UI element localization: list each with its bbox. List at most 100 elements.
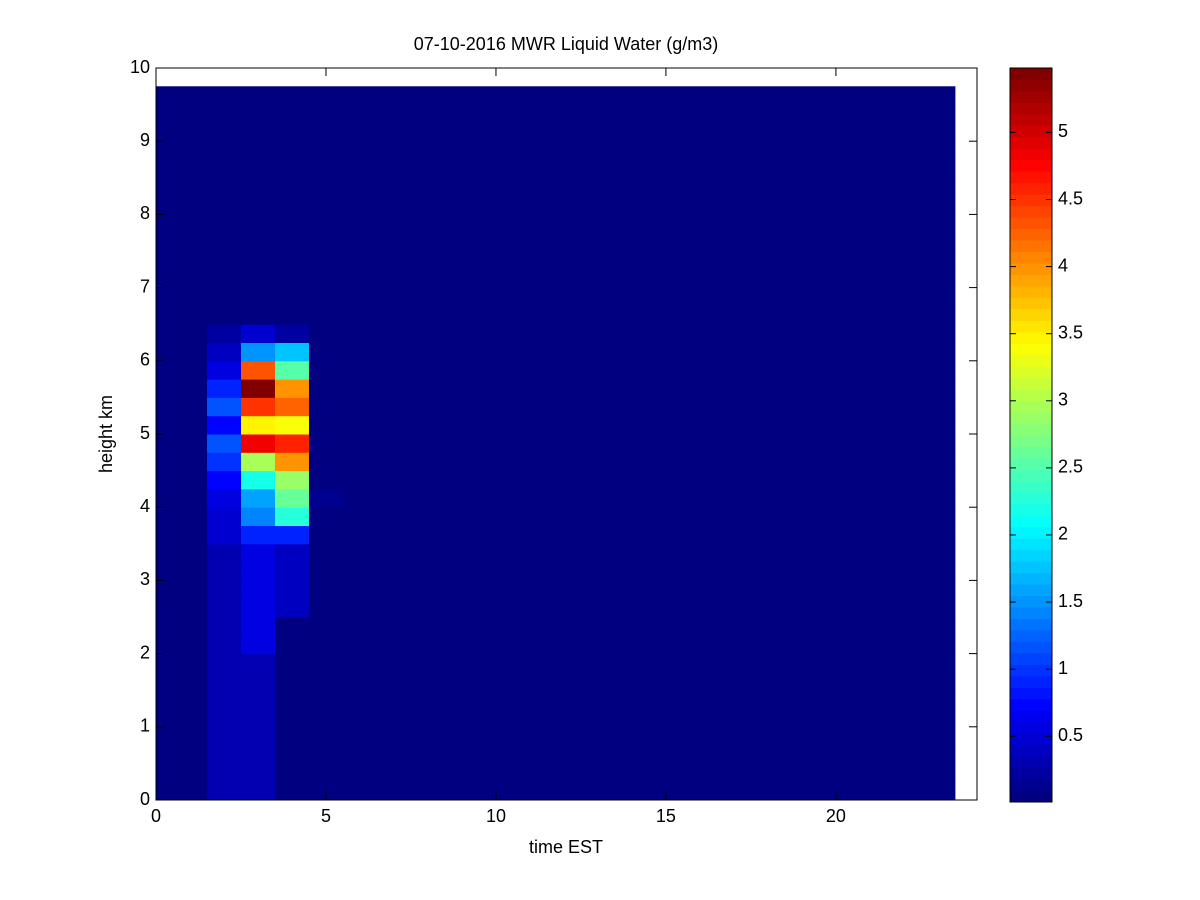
cell <box>156 159 174 179</box>
cell <box>920 617 956 636</box>
cell <box>886 470 922 490</box>
cell <box>818 708 854 728</box>
cell <box>580 434 616 453</box>
colorbar-swatch <box>1010 549 1052 562</box>
colorbar-tick-label: 0.5 <box>1058 725 1083 745</box>
cell <box>376 177 412 197</box>
cell <box>342 488 378 508</box>
cell <box>852 305 888 325</box>
cell <box>818 287 854 307</box>
cell <box>206 562 242 581</box>
cell <box>342 580 378 600</box>
cell <box>172 305 208 325</box>
colorbar-swatch <box>1010 457 1052 470</box>
y-axis-label: height km <box>96 395 116 473</box>
cell <box>172 708 208 728</box>
cell <box>682 287 718 307</box>
cell <box>240 86 276 106</box>
cell <box>648 177 684 197</box>
colorbar-tick-label: 1.5 <box>1058 591 1083 611</box>
cell <box>274 543 310 563</box>
cell <box>240 781 276 801</box>
cell <box>682 86 718 106</box>
cell <box>274 488 310 508</box>
colorbar-swatch <box>1010 205 1052 218</box>
cell <box>852 745 888 764</box>
cell <box>614 525 650 545</box>
cell <box>750 671 786 691</box>
cell <box>818 159 854 179</box>
cell <box>580 159 616 179</box>
cell <box>852 232 888 252</box>
cell <box>156 360 174 380</box>
cell <box>156 653 174 673</box>
cell <box>206 159 242 179</box>
cell <box>682 781 718 801</box>
cell <box>920 415 956 435</box>
cell <box>274 763 310 783</box>
cell <box>512 177 548 197</box>
cell <box>376 525 412 545</box>
cell <box>580 305 616 325</box>
cell <box>920 104 956 124</box>
cell <box>172 580 208 600</box>
cell <box>818 415 854 435</box>
cell <box>852 763 888 783</box>
cell <box>852 397 888 417</box>
cell <box>886 287 922 307</box>
cell <box>274 671 310 691</box>
cell <box>444 379 480 398</box>
cell <box>818 726 854 746</box>
cell <box>512 781 548 801</box>
cell <box>342 86 378 106</box>
cell <box>784 525 820 545</box>
cell <box>478 141 514 160</box>
cell <box>852 653 888 673</box>
cell <box>376 745 412 764</box>
cell <box>308 507 344 526</box>
cell <box>886 690 922 709</box>
colorbar-swatch <box>1010 320 1052 333</box>
cell <box>818 360 854 380</box>
cell <box>784 635 820 655</box>
cell <box>478 507 514 526</box>
cell <box>682 671 718 691</box>
cell <box>716 269 752 289</box>
cell <box>682 470 718 490</box>
cell <box>614 104 650 124</box>
cell <box>512 251 548 270</box>
cell <box>614 726 650 746</box>
cell <box>716 141 752 160</box>
cell <box>342 397 378 417</box>
cell <box>240 177 276 197</box>
cell <box>444 726 480 746</box>
cell <box>172 104 208 124</box>
colorbar-swatch <box>1010 687 1052 700</box>
cell <box>512 470 548 490</box>
colorbar-frame <box>1009 67 1053 803</box>
colorbar-swatch <box>1010 675 1052 688</box>
cell <box>546 86 582 106</box>
y-tick-label: 8 <box>140 203 150 223</box>
cell <box>546 452 582 472</box>
cell <box>342 159 378 179</box>
colorbar-tick-label: 5 <box>1058 121 1068 141</box>
cell <box>818 763 854 783</box>
cell <box>376 781 412 801</box>
cell <box>274 690 310 709</box>
cell <box>512 745 548 764</box>
cell <box>920 287 956 307</box>
cell <box>156 251 174 270</box>
cell <box>308 305 344 325</box>
cell <box>784 269 820 289</box>
cell <box>274 305 310 325</box>
cell <box>682 196 718 215</box>
cell <box>444 580 480 600</box>
cell <box>648 617 684 636</box>
cell <box>750 342 786 362</box>
cell <box>682 305 718 325</box>
colorbar-swatch <box>1010 423 1052 436</box>
cell <box>478 598 514 618</box>
cell <box>852 287 888 307</box>
cell <box>274 452 310 472</box>
